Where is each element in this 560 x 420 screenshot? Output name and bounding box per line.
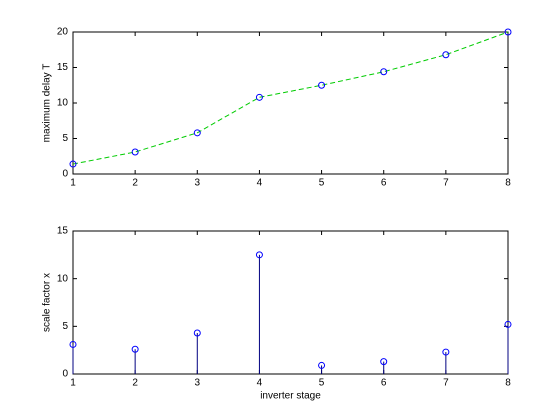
stem-marker (255, 251, 263, 259)
stem-marker (318, 361, 326, 369)
y-tick-label: 0 (62, 169, 68, 180)
y-tick-label: 10 (57, 98, 69, 109)
axes-frame (72, 31, 509, 175)
x-tick-label: 5 (319, 378, 325, 389)
x-tick-label: 4 (257, 178, 263, 189)
data-marker (380, 68, 388, 76)
data-marker (69, 160, 77, 168)
y-tick-label: 15 (57, 226, 69, 237)
y-tick-label: 5 (62, 321, 68, 332)
x-tick-label: 3 (195, 378, 201, 389)
stem-marker (380, 358, 388, 366)
y-tick-label: 5 (62, 133, 68, 144)
x-tick-label: 7 (443, 378, 449, 389)
data-marker (442, 51, 450, 59)
stem-marker (504, 320, 512, 328)
data-marker (255, 93, 263, 101)
data-marker (318, 81, 326, 89)
stem-marker (193, 329, 201, 337)
data-marker (504, 28, 512, 36)
stem-marker (442, 348, 450, 356)
stem-marker (69, 340, 77, 348)
x-tick-label: 8 (505, 378, 511, 389)
x-tick-label: 7 (443, 178, 449, 189)
x-tick-label: 2 (132, 378, 138, 389)
x-tick-label: 1 (70, 178, 76, 189)
x-tick-label: 6 (381, 178, 387, 189)
x-tick-label: 8 (505, 178, 511, 189)
x-tick-label: 2 (132, 178, 138, 189)
x-tick-label: 3 (195, 178, 201, 189)
y-axis-label: scale factor x (42, 273, 53, 332)
data-line (72, 31, 509, 165)
data-marker (193, 129, 201, 137)
x-tick-label: 5 (319, 178, 325, 189)
y-tick-label: 15 (57, 62, 69, 73)
y-tick-label: 0 (62, 369, 68, 380)
x-axis-label: inverter stage (260, 391, 321, 402)
stem-marker (131, 345, 139, 353)
y-axis-label: maximum delay T (42, 64, 53, 143)
axes-frame (72, 230, 509, 375)
x-tick-label: 4 (257, 378, 263, 389)
y-tick-label: 10 (57, 273, 69, 284)
x-tick-label: 6 (381, 378, 387, 389)
data-marker (131, 148, 139, 156)
x-tick-label: 1 (70, 378, 76, 389)
y-tick-label: 20 (57, 27, 69, 38)
